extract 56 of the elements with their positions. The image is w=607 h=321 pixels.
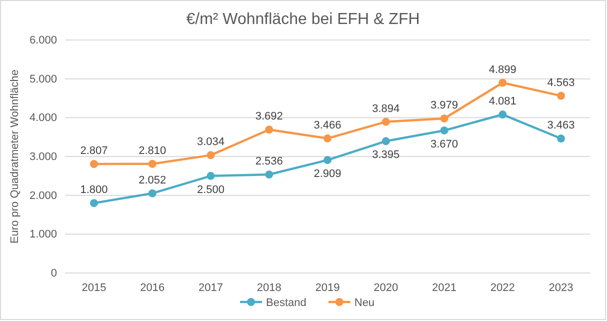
point <box>148 189 156 198</box>
point <box>440 114 448 122</box>
data-label: 2.810 <box>138 144 166 157</box>
x-tick-label: 2022 <box>490 282 515 294</box>
data-label: 2.807 <box>80 144 108 157</box>
point <box>498 110 507 119</box>
point <box>148 160 156 168</box>
point <box>265 126 274 134</box>
point <box>90 160 98 168</box>
data-label: 2.052 <box>138 174 166 186</box>
y-axis-title: Euro pro Quadratmeter Wohnfläche <box>9 69 21 244</box>
point <box>382 118 390 126</box>
x-tick-label: 2019 <box>315 282 340 294</box>
data-label: 3.692 <box>255 110 283 123</box>
data-label: 3.894 <box>372 102 400 115</box>
point <box>498 78 507 87</box>
point <box>324 134 332 142</box>
y-tick-label: 2.000 <box>29 190 57 202</box>
point <box>265 170 274 179</box>
x-tick-label: 2016 <box>140 282 165 294</box>
point <box>90 199 98 208</box>
legend-label: Bestand <box>266 297 306 309</box>
y-tick-label: 6.000 <box>29 34 57 47</box>
data-label: 3.979 <box>430 99 458 112</box>
y-tick-label: 4.000 <box>29 112 57 124</box>
data-label: 4.563 <box>547 76 575 89</box>
x-tick-label: 2017 <box>198 282 223 294</box>
data-label: 3.463 <box>547 120 575 132</box>
point <box>557 134 565 143</box>
point <box>324 156 332 164</box>
point <box>206 172 215 180</box>
point <box>557 92 565 100</box>
point <box>440 126 448 134</box>
data-label: 2.536 <box>255 156 283 168</box>
data-label: 3.466 <box>314 119 342 132</box>
data-label: 4.081 <box>488 96 516 108</box>
chart-title: €/m² Wohnfläche bei EFH & ZFH <box>186 11 420 28</box>
data-label: 2.500 <box>196 184 225 196</box>
x-tick-label: 2020 <box>374 282 398 294</box>
x-tick-label: 2023 <box>548 282 574 294</box>
legend-label: Neu <box>354 297 375 309</box>
data-label: 4.899 <box>488 64 516 76</box>
data-label: 3.034 <box>196 136 225 148</box>
y-tick-label: 1.000 <box>29 228 57 241</box>
x-tick-label: 2021 <box>432 282 456 294</box>
point <box>206 151 215 160</box>
y-tick-label: 0 <box>50 268 57 280</box>
point <box>382 137 390 146</box>
x-tick-label: 2018 <box>256 282 282 294</box>
data-label: 1.800 <box>80 184 108 196</box>
y-tick-label: 3.000 <box>29 151 57 164</box>
data-label: 2.909 <box>314 168 342 180</box>
data-label: 3.670 <box>430 138 458 150</box>
data-label: 3.395 <box>372 149 400 162</box>
y-tick-label: 5.000 <box>29 73 57 86</box>
x-tick-label: 2015 <box>82 282 106 294</box>
